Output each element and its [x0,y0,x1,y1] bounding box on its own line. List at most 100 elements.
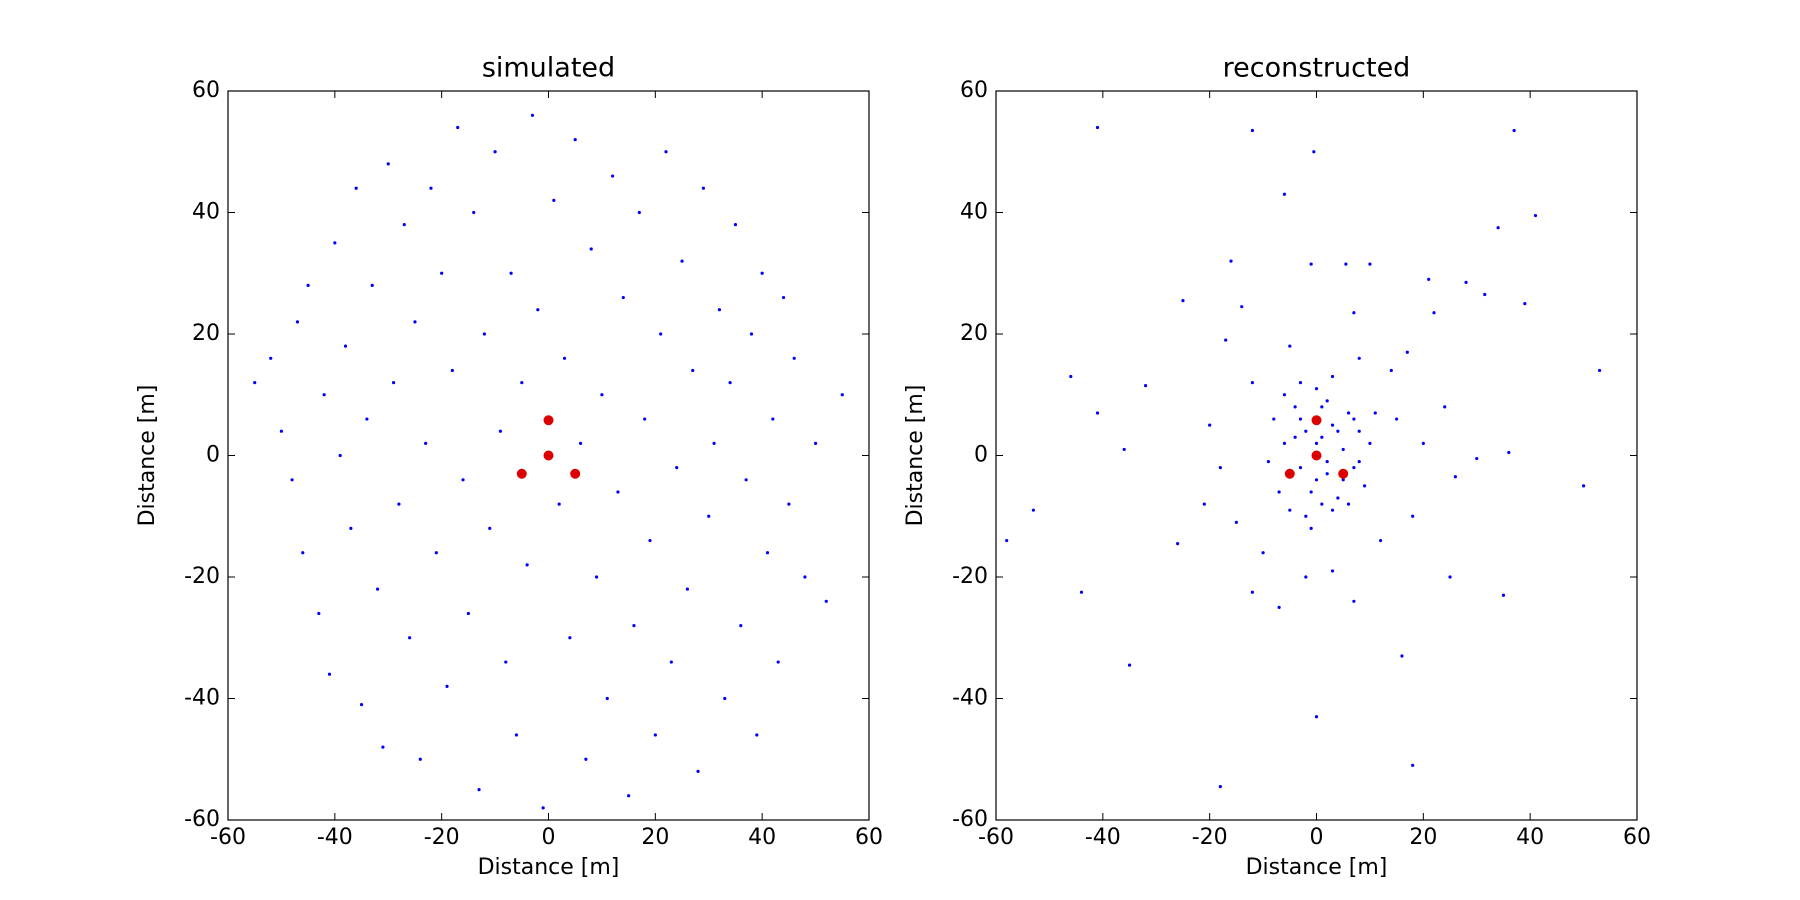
point [1325,459,1329,464]
subplot: reconstructed Distance [m] Distance [m] -60… [903,53,1651,881]
point [472,210,476,215]
point [1250,590,1254,594]
point [664,150,668,154]
point [1533,213,1538,218]
point [1395,417,1399,421]
point [520,381,524,385]
point [1261,551,1265,555]
point [1464,280,1468,284]
point [1282,393,1287,397]
point [1266,459,1271,464]
point [1341,447,1345,452]
point [413,320,417,324]
point [514,733,519,737]
point [456,125,460,130]
point [461,478,465,482]
point [1095,125,1100,130]
point [1311,415,1322,426]
point [1362,484,1367,488]
point [1277,605,1281,609]
point [1448,575,1452,579]
point [803,575,807,579]
point [552,198,556,202]
point [488,526,492,531]
point [1298,466,1303,470]
x-tick-label: -20 [424,825,460,850]
point [771,417,775,421]
point [669,660,673,664]
point [1069,374,1073,379]
point [1598,368,1602,373]
point [1341,478,1345,482]
point [621,295,625,300]
point [739,624,743,628]
point [1288,508,1292,512]
x-tick-label: 20 [1409,825,1437,850]
point [498,429,503,433]
point [1338,468,1349,479]
y-tick-label: 60 [192,78,220,103]
point [1421,441,1425,445]
point [685,587,689,591]
point [445,684,449,688]
point [450,368,454,373]
point [1272,417,1276,421]
point [429,186,433,190]
point [386,162,390,166]
chart-title: reconstructed [1223,53,1411,84]
point [562,356,567,360]
point [760,271,764,275]
point [1368,262,1372,266]
point [1202,502,1206,506]
point [1293,435,1297,439]
point [1344,262,1348,266]
point [611,174,615,178]
point [1250,128,1254,133]
point [1453,475,1457,479]
x-tick-label: 40 [1516,825,1544,850]
y-tick-label: 0 [974,443,988,468]
point [333,241,337,245]
point [696,769,700,774]
point [573,138,577,142]
point [787,502,791,506]
point [1320,502,1324,506]
point [568,636,572,640]
point [1309,490,1313,494]
x-tick-label: -40 [1085,825,1121,850]
point [295,320,300,324]
point [343,344,348,348]
point [648,538,652,543]
point [1250,381,1254,385]
point [1234,520,1238,524]
point [1095,411,1100,415]
point [482,332,486,336]
point [1176,541,1180,546]
point [1312,150,1316,154]
y-tick-label: -60 [184,807,220,832]
point [1368,441,1372,445]
point [1427,277,1431,281]
point [536,308,540,312]
point [1483,292,1487,297]
point [707,514,711,518]
point [765,551,770,555]
point [1330,423,1335,427]
point [322,393,326,397]
point [1325,399,1329,403]
y-tick-label: -20 [952,564,988,589]
point [1218,466,1222,470]
point [600,393,604,397]
point [1282,192,1287,196]
point [680,259,684,263]
point [1432,311,1436,315]
point [290,478,294,482]
point [253,381,257,385]
point [1304,514,1308,518]
point [1336,496,1340,500]
x-tick-label: 20 [641,825,669,850]
point [813,441,818,445]
point [1346,411,1351,415]
point [466,611,470,616]
plot-frame [227,90,870,821]
